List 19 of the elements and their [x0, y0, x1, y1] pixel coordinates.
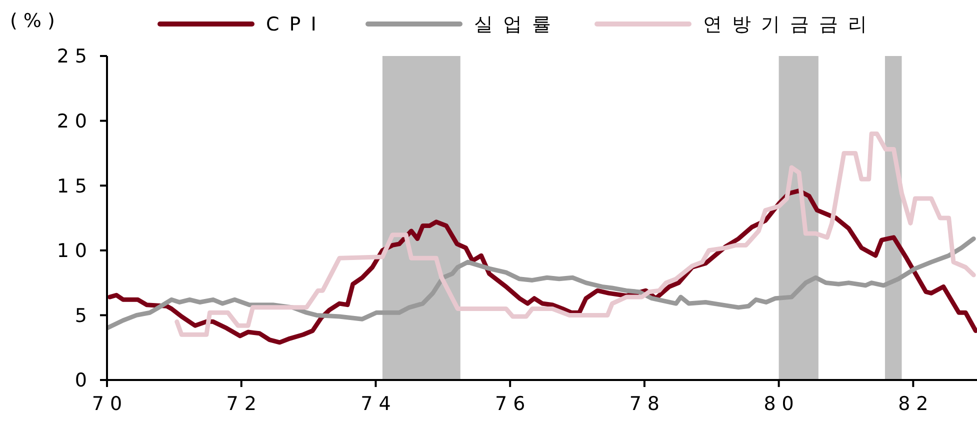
x-tick-label: 82 — [898, 393, 934, 415]
y-tick-label: 10 — [56, 240, 93, 262]
x-tick-label: 74 — [360, 393, 397, 415]
y-axis-title: (%) — [10, 10, 61, 32]
legend-label: CPI — [266, 14, 326, 36]
y-tick-label: 0 — [74, 370, 93, 392]
y-tick-label: 15 — [56, 175, 93, 198]
line-series — [107, 236, 976, 330]
legend-label: 연방기금금리 — [703, 14, 877, 36]
line-series — [174, 132, 976, 337]
x-tick-label: 76 — [494, 393, 532, 415]
x-tick-label: 70 — [92, 393, 128, 415]
y-tick-label: 25 — [56, 46, 93, 68]
x-tick-label: 78 — [629, 393, 666, 415]
legend-label: 실업률 — [474, 14, 561, 36]
y-tick-label: 5 — [74, 304, 93, 327]
x-tick-label: 72 — [226, 393, 262, 415]
y-tick-label: 20 — [56, 110, 93, 132]
x-tick-label: 80 — [764, 393, 800, 415]
